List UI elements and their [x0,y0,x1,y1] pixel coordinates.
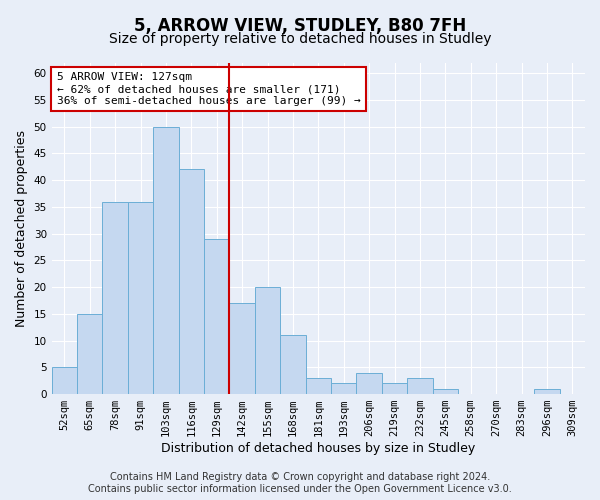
Text: 5, ARROW VIEW, STUDLEY, B80 7FH: 5, ARROW VIEW, STUDLEY, B80 7FH [134,18,466,36]
Bar [179,170,204,394]
Bar [204,239,229,394]
Text: Contains HM Land Registry data © Crown copyright and database right 2024.
Contai: Contains HM Land Registry data © Crown c… [88,472,512,494]
Bar [433,388,458,394]
Bar [153,126,179,394]
Bar [280,336,305,394]
Bar [255,287,280,394]
Bar [356,372,382,394]
Text: Size of property relative to detached houses in Studley: Size of property relative to detached ho… [109,32,491,46]
Bar [305,378,331,394]
Bar [407,378,433,394]
Bar [331,384,356,394]
Bar [229,303,255,394]
Bar [77,314,103,394]
Bar [382,384,407,394]
Bar [103,202,128,394]
X-axis label: Distribution of detached houses by size in Studley: Distribution of detached houses by size … [161,442,475,455]
Text: 5 ARROW VIEW: 127sqm
← 62% of detached houses are smaller (171)
36% of semi-deta: 5 ARROW VIEW: 127sqm ← 62% of detached h… [57,72,361,106]
Bar [52,368,77,394]
Y-axis label: Number of detached properties: Number of detached properties [15,130,28,327]
Bar [534,388,560,394]
Bar [128,202,153,394]
